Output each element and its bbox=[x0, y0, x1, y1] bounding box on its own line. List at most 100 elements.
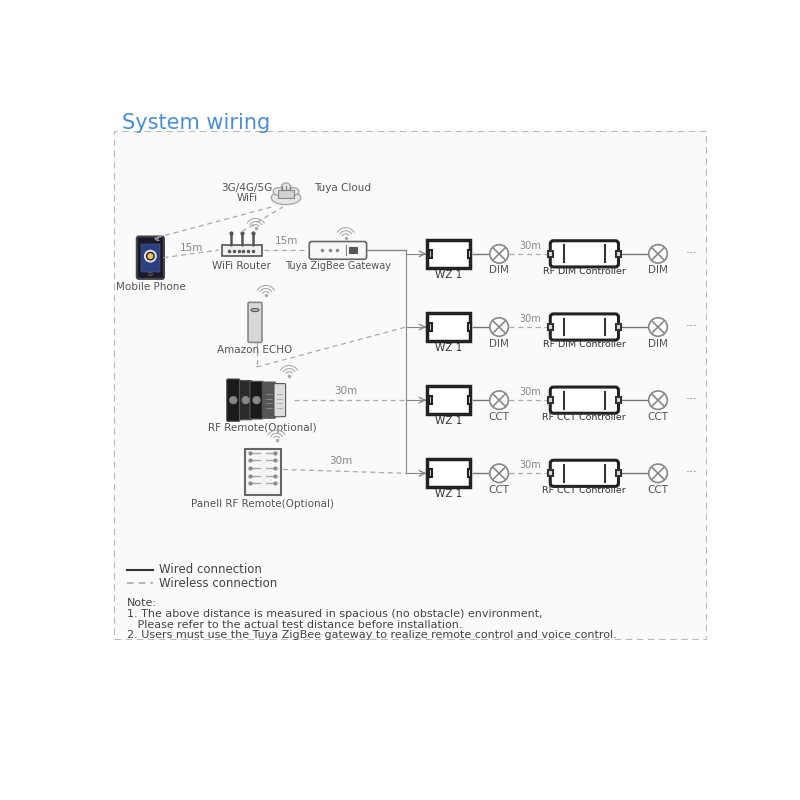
Circle shape bbox=[490, 318, 509, 336]
FancyBboxPatch shape bbox=[550, 460, 618, 486]
FancyBboxPatch shape bbox=[250, 382, 263, 419]
FancyBboxPatch shape bbox=[248, 302, 262, 342]
Text: 30m: 30m bbox=[519, 387, 541, 397]
Text: 30m: 30m bbox=[519, 460, 541, 470]
FancyBboxPatch shape bbox=[427, 313, 470, 341]
FancyBboxPatch shape bbox=[349, 247, 357, 253]
Text: Panell RF Remote(Optional): Panell RF Remote(Optional) bbox=[191, 498, 334, 509]
Ellipse shape bbox=[289, 188, 298, 195]
Circle shape bbox=[230, 396, 237, 404]
FancyBboxPatch shape bbox=[278, 190, 294, 198]
FancyBboxPatch shape bbox=[616, 470, 621, 476]
Text: DIM: DIM bbox=[489, 266, 509, 275]
FancyBboxPatch shape bbox=[222, 245, 262, 256]
Circle shape bbox=[147, 253, 154, 259]
Text: ···: ··· bbox=[686, 393, 698, 406]
Text: 3G/4G/5G: 3G/4G/5G bbox=[222, 183, 273, 194]
FancyBboxPatch shape bbox=[468, 250, 471, 258]
Text: 30m: 30m bbox=[519, 314, 541, 324]
Text: CCT: CCT bbox=[489, 412, 510, 422]
FancyBboxPatch shape bbox=[226, 379, 240, 422]
FancyBboxPatch shape bbox=[548, 470, 553, 476]
Text: DIM: DIM bbox=[648, 338, 668, 349]
Ellipse shape bbox=[282, 183, 290, 190]
Text: 15m: 15m bbox=[274, 236, 298, 246]
Text: 2. Users must use the Tuya ZigBee gateway to realize remote control and voice co: 2. Users must use the Tuya ZigBee gatewa… bbox=[127, 630, 617, 640]
Text: CCT: CCT bbox=[489, 485, 510, 495]
Text: WiFi Router: WiFi Router bbox=[212, 261, 271, 270]
FancyBboxPatch shape bbox=[468, 323, 471, 331]
FancyBboxPatch shape bbox=[468, 396, 471, 404]
Circle shape bbox=[490, 464, 509, 482]
Text: WiFi: WiFi bbox=[237, 193, 258, 202]
Text: DIM: DIM bbox=[489, 338, 509, 349]
FancyBboxPatch shape bbox=[430, 396, 433, 404]
Text: ···: ··· bbox=[686, 246, 698, 259]
Text: WZ 1: WZ 1 bbox=[435, 416, 462, 426]
FancyBboxPatch shape bbox=[430, 470, 433, 477]
Text: Wired connection: Wired connection bbox=[159, 563, 262, 576]
FancyBboxPatch shape bbox=[550, 387, 618, 414]
Text: WZ 1: WZ 1 bbox=[435, 490, 462, 499]
Text: CCT: CCT bbox=[647, 485, 669, 495]
Circle shape bbox=[649, 391, 667, 410]
Text: 30m: 30m bbox=[334, 386, 358, 395]
Circle shape bbox=[649, 318, 667, 336]
Circle shape bbox=[649, 464, 667, 482]
FancyBboxPatch shape bbox=[427, 459, 470, 487]
Text: DIM: DIM bbox=[648, 266, 668, 275]
Text: Please refer to the actual test distance before installation.: Please refer to the actual test distance… bbox=[127, 619, 462, 630]
Text: WZ 1: WZ 1 bbox=[435, 343, 462, 353]
Text: ···: ··· bbox=[686, 320, 698, 333]
Text: Tuya Cloud: Tuya Cloud bbox=[314, 183, 371, 194]
Text: 15m: 15m bbox=[179, 243, 202, 253]
Circle shape bbox=[490, 391, 509, 410]
FancyBboxPatch shape bbox=[427, 386, 470, 414]
Text: RF Remote(Optional): RF Remote(Optional) bbox=[209, 423, 317, 434]
FancyBboxPatch shape bbox=[616, 324, 621, 330]
Text: RF CCT Controller: RF CCT Controller bbox=[542, 486, 626, 495]
FancyBboxPatch shape bbox=[274, 383, 286, 417]
FancyBboxPatch shape bbox=[262, 382, 275, 418]
FancyBboxPatch shape bbox=[430, 323, 433, 331]
Text: ···: ··· bbox=[686, 466, 698, 479]
Text: Tuya ZigBee Gateway: Tuya ZigBee Gateway bbox=[285, 261, 391, 270]
FancyBboxPatch shape bbox=[141, 244, 160, 271]
Text: RF DIM Controller: RF DIM Controller bbox=[543, 267, 626, 276]
FancyBboxPatch shape bbox=[137, 237, 164, 279]
Text: System wiring: System wiring bbox=[122, 113, 270, 133]
FancyBboxPatch shape bbox=[310, 242, 366, 259]
Circle shape bbox=[253, 396, 261, 404]
Text: Note:: Note: bbox=[127, 598, 157, 608]
FancyBboxPatch shape bbox=[427, 240, 470, 268]
FancyBboxPatch shape bbox=[616, 397, 621, 403]
Text: 30m: 30m bbox=[519, 241, 541, 250]
Circle shape bbox=[649, 245, 667, 263]
FancyBboxPatch shape bbox=[550, 241, 618, 267]
FancyBboxPatch shape bbox=[548, 250, 553, 257]
FancyBboxPatch shape bbox=[548, 397, 553, 403]
Ellipse shape bbox=[251, 309, 259, 312]
FancyBboxPatch shape bbox=[468, 470, 471, 477]
Circle shape bbox=[490, 245, 509, 263]
FancyBboxPatch shape bbox=[550, 314, 618, 340]
FancyBboxPatch shape bbox=[245, 449, 281, 495]
Text: CCT: CCT bbox=[647, 412, 669, 422]
Circle shape bbox=[145, 250, 156, 262]
FancyBboxPatch shape bbox=[239, 381, 252, 420]
Text: WZ 1: WZ 1 bbox=[435, 270, 462, 280]
Text: Wireless connection: Wireless connection bbox=[159, 577, 277, 590]
Circle shape bbox=[242, 396, 250, 404]
Ellipse shape bbox=[274, 188, 283, 195]
FancyBboxPatch shape bbox=[430, 250, 433, 258]
Ellipse shape bbox=[271, 190, 301, 205]
Circle shape bbox=[149, 272, 152, 276]
Text: 30m: 30m bbox=[329, 456, 352, 466]
Text: RF DIM Controller: RF DIM Controller bbox=[543, 340, 626, 349]
Text: Mobile Phone: Mobile Phone bbox=[115, 282, 186, 292]
FancyBboxPatch shape bbox=[616, 250, 621, 257]
Text: Amazon ECHO: Amazon ECHO bbox=[218, 346, 293, 355]
FancyBboxPatch shape bbox=[548, 324, 553, 330]
Text: 1. The above distance is measured in spacious (no obstacle) environment,: 1. The above distance is measured in spa… bbox=[127, 609, 542, 619]
Text: RF CCT Controller: RF CCT Controller bbox=[542, 414, 626, 422]
